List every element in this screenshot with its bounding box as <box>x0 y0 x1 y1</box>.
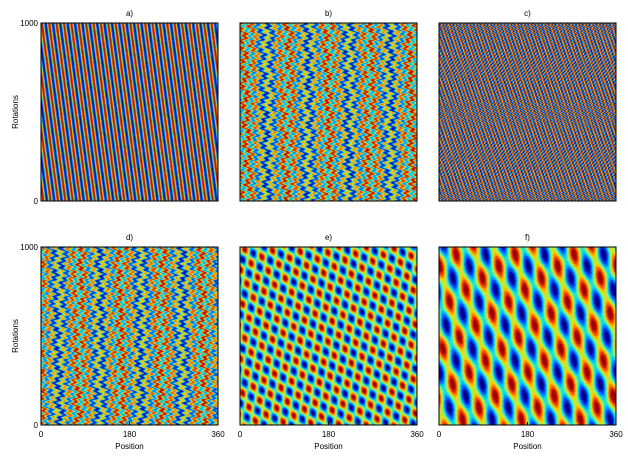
panel-title: a) <box>126 9 133 18</box>
x-tick-label: 180 <box>123 430 137 439</box>
heatmap-f <box>439 247 616 425</box>
heatmap-a <box>41 23 218 201</box>
x-axis-label: Position <box>513 442 541 451</box>
heatmap-b <box>240 23 417 201</box>
x-tick-label: 180 <box>521 430 535 439</box>
panel-b: b) <box>239 9 418 202</box>
x-axis-label: Position <box>314 442 342 451</box>
panel-title: d) <box>126 233 133 242</box>
y-tick-label: 1000 <box>20 19 38 28</box>
x-tick-label: 360 <box>211 430 225 439</box>
plot-frame <box>438 22 617 202</box>
x-tick-label: 360 <box>410 430 424 439</box>
panel-c: c) <box>438 9 617 202</box>
y-tick-label: 1000 <box>20 243 38 252</box>
panel-e: e) 0 180 360 Position <box>238 233 424 451</box>
panel-title: f) <box>525 233 530 242</box>
panel-f: f) 0 180 360 Position <box>437 233 623 451</box>
y-tick-label: 0 <box>34 197 39 206</box>
panel-d: d) 0 1000 0 180 360 Rotations Position <box>11 233 225 451</box>
panel-title: e) <box>325 233 332 242</box>
x-tick-label: 180 <box>322 430 336 439</box>
y-tick-label: 0 <box>34 421 39 430</box>
panel-title: b) <box>325 9 332 18</box>
plot-frame <box>40 22 219 202</box>
y-axis-label: Rotations <box>11 95 20 129</box>
y-axis-label: Rotations <box>11 319 20 353</box>
heatmap-e <box>240 247 417 425</box>
plot-frame <box>239 22 418 202</box>
heatmap-c <box>439 23 616 201</box>
x-tick-label: 0 <box>39 430 44 439</box>
x-tick-label: 0 <box>437 430 442 439</box>
panel-title: c) <box>524 9 531 18</box>
panel-a: a) 0 1000 Rotations <box>11 9 219 206</box>
x-tick-label: 0 <box>238 430 243 439</box>
x-tick-label: 360 <box>609 430 623 439</box>
x-axis-label: Position <box>115 442 143 451</box>
heatmap-d <box>41 247 218 425</box>
